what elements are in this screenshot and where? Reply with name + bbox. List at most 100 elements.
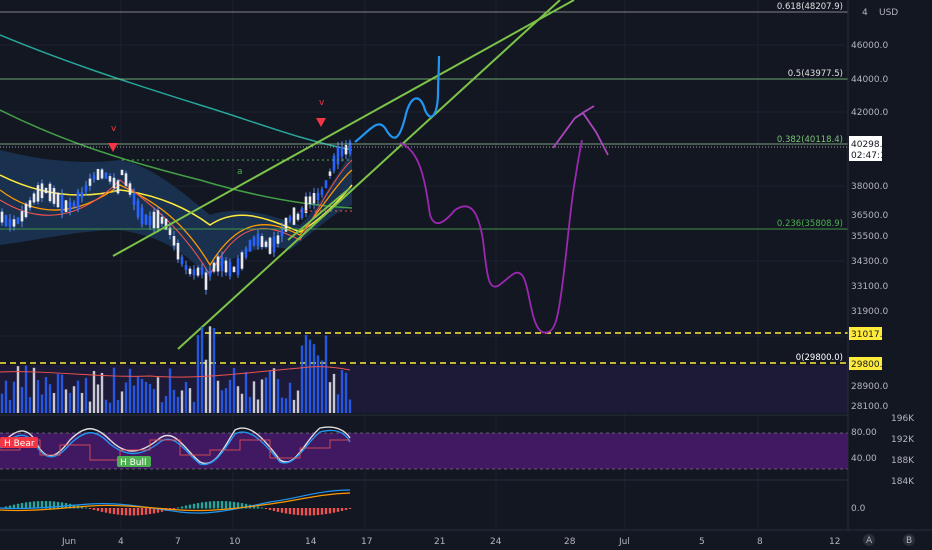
macd-histogram-bar <box>184 505 188 509</box>
macd-histogram-bar <box>128 508 132 516</box>
volume-bar <box>72 386 76 413</box>
volume-bar <box>248 397 252 413</box>
volume-bar <box>304 334 308 413</box>
volume-bar <box>36 380 40 413</box>
volume-bar <box>184 381 188 413</box>
bearish-signal-marker <box>108 143 118 152</box>
candle-body <box>244 248 248 258</box>
price-tick: 46000.0 <box>851 41 888 51</box>
volume-bar <box>148 383 152 413</box>
volume-bar <box>204 359 208 413</box>
time-tick: 21 <box>434 537 445 547</box>
volume-bar <box>244 372 248 413</box>
level-tag-29800 <box>849 357 882 370</box>
candle-body <box>268 237 272 254</box>
macd-histogram-bar <box>296 508 300 516</box>
candle-body <box>4 215 8 227</box>
volume-bar <box>300 345 304 413</box>
macd-histogram-bar <box>316 508 320 516</box>
candle-body <box>84 185 88 192</box>
h-bear-tag <box>0 437 38 448</box>
macd-histogram-bar <box>48 501 52 509</box>
price-tick: 35500.0 <box>851 232 888 242</box>
macd-histogram-bar <box>280 508 284 513</box>
volume-bar <box>180 390 184 413</box>
candle-body <box>108 176 112 182</box>
candle-body <box>260 236 264 247</box>
log-scale-button[interactable] <box>903 534 915 546</box>
macd-histogram-bar <box>304 508 308 516</box>
macd-histogram-bar <box>308 508 312 516</box>
macd-pane[interactable] <box>0 479 848 516</box>
volume-bar <box>92 370 96 413</box>
candle-body <box>32 193 36 203</box>
volume-bar <box>164 396 168 413</box>
candle-body <box>212 262 216 272</box>
candle-body <box>320 189 324 195</box>
candle-body <box>152 211 156 229</box>
volume-bar <box>172 389 176 413</box>
candle-body <box>304 196 308 214</box>
candle-body <box>64 200 68 213</box>
macd-histogram-bar <box>132 508 136 516</box>
macd-histogram-bar <box>288 508 292 515</box>
macd-histogram-bar <box>208 501 212 509</box>
macd-histogram-bar <box>24 502 28 509</box>
candle-body <box>168 227 172 235</box>
macd-histogram-bar <box>348 508 352 509</box>
macd-histogram-bar <box>328 508 332 514</box>
macd-histogram-bar <box>148 508 152 515</box>
candle-body <box>164 218 168 230</box>
macd-line <box>0 489 351 514</box>
volume-bar <box>88 401 92 413</box>
candle-body <box>104 172 108 179</box>
macd-histogram-bar <box>192 503 196 509</box>
volume-bar <box>208 326 212 413</box>
level-tag-31017 <box>849 327 882 340</box>
candle-body <box>140 207 144 225</box>
candle-body <box>8 218 12 227</box>
time-axis[interactable]: Jun 4 7 10 14 17 21 24 28 Jul 5 8 12 A B <box>0 529 932 550</box>
candle-countdown: 02:47:16 <box>851 151 892 161</box>
macd-histogram-bar <box>172 508 176 509</box>
auto-scale-button[interactable] <box>863 534 875 546</box>
candle-body <box>52 188 56 204</box>
volume-bar <box>224 388 228 413</box>
time-tick: 4 <box>118 537 124 547</box>
candle-body <box>204 272 208 290</box>
volume-bar <box>24 365 28 413</box>
candle-body <box>96 169 100 180</box>
candle-body <box>44 187 48 194</box>
candle-body <box>284 217 288 232</box>
candle-body <box>200 267 204 275</box>
volume-bar <box>220 390 224 413</box>
macd-histogram-bar <box>176 507 180 509</box>
volume-bar <box>152 388 156 413</box>
macd-histogram-bar <box>156 508 160 513</box>
ma-yellow <box>0 174 353 233</box>
trendline-lower <box>177 0 561 350</box>
time-tick: 14 <box>305 537 317 547</box>
candle-body <box>220 257 224 272</box>
candle-body <box>264 241 268 247</box>
volume-pane[interactable] <box>0 326 848 413</box>
oscillator-pane[interactable]: H Bear H Bull <box>0 414 848 470</box>
volume-bar <box>336 394 340 413</box>
volume-bar <box>312 344 316 413</box>
candle-body <box>292 207 296 225</box>
candle-body <box>308 196 312 204</box>
volume-bar <box>12 381 16 413</box>
volume-bar <box>52 392 56 413</box>
candle-body <box>40 183 44 199</box>
macd-histogram-bar <box>268 508 272 511</box>
macd-histogram-bar <box>144 508 148 515</box>
candle-body <box>160 216 164 224</box>
price-plot-area[interactable]: v v a 0.618(48207.9) 0.5(43977.5) 0.382(… <box>0 0 848 530</box>
ma-long-green <box>0 109 353 209</box>
volume-ma <box>0 366 351 378</box>
oscillator-step-line <box>0 439 350 461</box>
candle-body <box>88 178 92 186</box>
price-axis[interactable]: 4 USD 46000.0 44000.0 42000.0 38000.0 36… <box>847 0 932 530</box>
volume-bar <box>296 390 300 413</box>
